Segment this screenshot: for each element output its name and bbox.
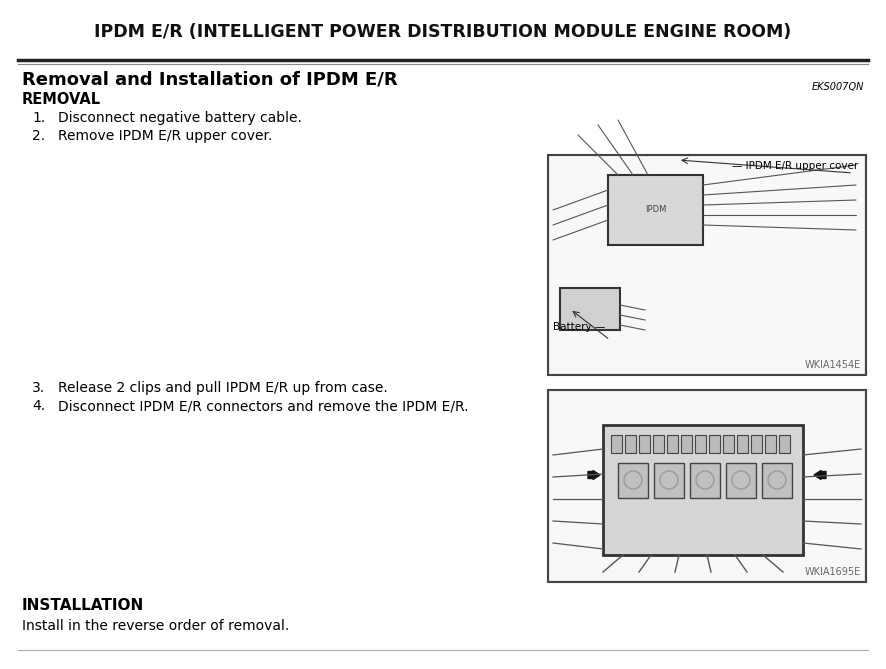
Bar [548,390,866,582]
Text: 4.: 4. [32,399,45,413]
Bar [653,435,664,453]
Bar [690,463,720,498]
Bar [779,435,790,453]
Bar [548,155,866,375]
Bar [560,288,620,330]
Text: Battery —: Battery — [553,322,605,332]
Text: 1.: 1. [32,111,45,125]
Bar [654,463,684,498]
Text: WKIA1454E: WKIA1454E [804,360,861,370]
Bar [625,435,636,453]
Bar [639,435,650,453]
Text: — IPDM E/R upper cover: — IPDM E/R upper cover [732,161,858,171]
FancyArrow shape [814,470,826,480]
Bar [611,435,622,453]
Bar [709,435,720,453]
Bar [550,157,864,373]
Bar [681,435,692,453]
Text: 3.: 3. [32,381,45,395]
Bar [726,463,756,498]
FancyArrow shape [588,470,600,480]
Text: Install in the reverse order of removal.: Install in the reverse order of removal. [22,619,289,633]
Bar [723,435,734,453]
Bar [765,435,776,453]
Text: Disconnect IPDM E/R connectors and remove the IPDM E/R.: Disconnect IPDM E/R connectors and remov… [58,399,469,413]
Bar [603,425,803,555]
Bar [608,175,703,245]
Bar [762,463,792,498]
Text: IPDM: IPDM [645,205,666,215]
Bar [751,435,762,453]
Bar [667,435,678,453]
Text: IPDM E/R (INTELLIGENT POWER DISTRIBUTION MODULE ENGINE ROOM): IPDM E/R (INTELLIGENT POWER DISTRIBUTION… [95,23,791,41]
Text: EKS007QN: EKS007QN [812,82,864,92]
Text: Remove IPDM E/R upper cover.: Remove IPDM E/R upper cover. [58,129,272,143]
Text: 2.: 2. [32,129,45,143]
Bar [695,435,706,453]
Text: INSTALLATION: INSTALLATION [22,597,144,613]
Text: Disconnect negative battery cable.: Disconnect negative battery cable. [58,111,302,125]
Text: REMOVAL: REMOVAL [22,92,101,108]
Bar [618,463,648,498]
Bar [550,392,864,580]
Text: WKIA1695E: WKIA1695E [804,567,861,577]
Text: Release 2 clips and pull IPDM E/R up from case.: Release 2 clips and pull IPDM E/R up fro… [58,381,388,395]
Bar [737,435,748,453]
Text: Removal and Installation of IPDM E/R: Removal and Installation of IPDM E/R [22,71,398,89]
